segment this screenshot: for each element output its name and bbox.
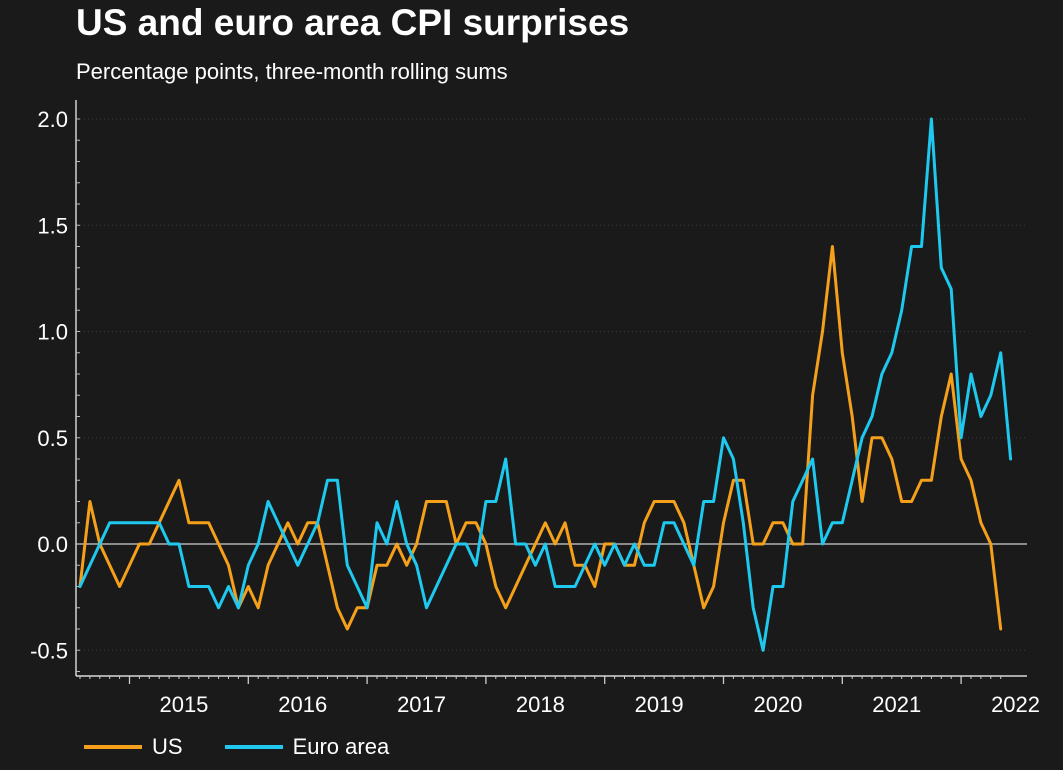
series-line-euro-area [78, 117, 1013, 652]
legend: US Euro area [84, 734, 431, 760]
x-tick-label: 2022 [991, 692, 1040, 717]
y-tick-label: 0.0 [37, 532, 68, 557]
legend-item-euro-area: Euro area [224, 734, 390, 760]
chart-title: US and euro area CPI surprises [76, 2, 630, 43]
legend-swatch-euro-area [224, 745, 283, 749]
x-tick-label: 2017 [397, 692, 446, 717]
x-tick-label: 2016 [278, 692, 327, 717]
x-tick-label: 2015 [159, 692, 208, 717]
y-tick-label: 1.0 [37, 320, 68, 345]
series-line-us [78, 245, 1003, 631]
legend-item-us: US [84, 734, 183, 760]
legend-label-us: US [152, 734, 183, 759]
x-tick-label: 2018 [516, 692, 565, 717]
chart-subtitle: Percentage points, three-month rolling s… [76, 59, 508, 84]
legend-label-euro-area: Euro area [292, 734, 390, 759]
legend-swatch-us [84, 745, 142, 749]
y-tick-label: 0.5 [37, 426, 68, 451]
y-tick-label: 2.0 [37, 107, 68, 132]
y-tick-label: 1.5 [37, 213, 68, 238]
y-tick-label: -0.5 [30, 638, 68, 663]
x-tick-label: 2019 [635, 692, 684, 717]
x-tick-label: 2021 [872, 692, 921, 717]
x-tick-label: 2020 [753, 692, 802, 717]
